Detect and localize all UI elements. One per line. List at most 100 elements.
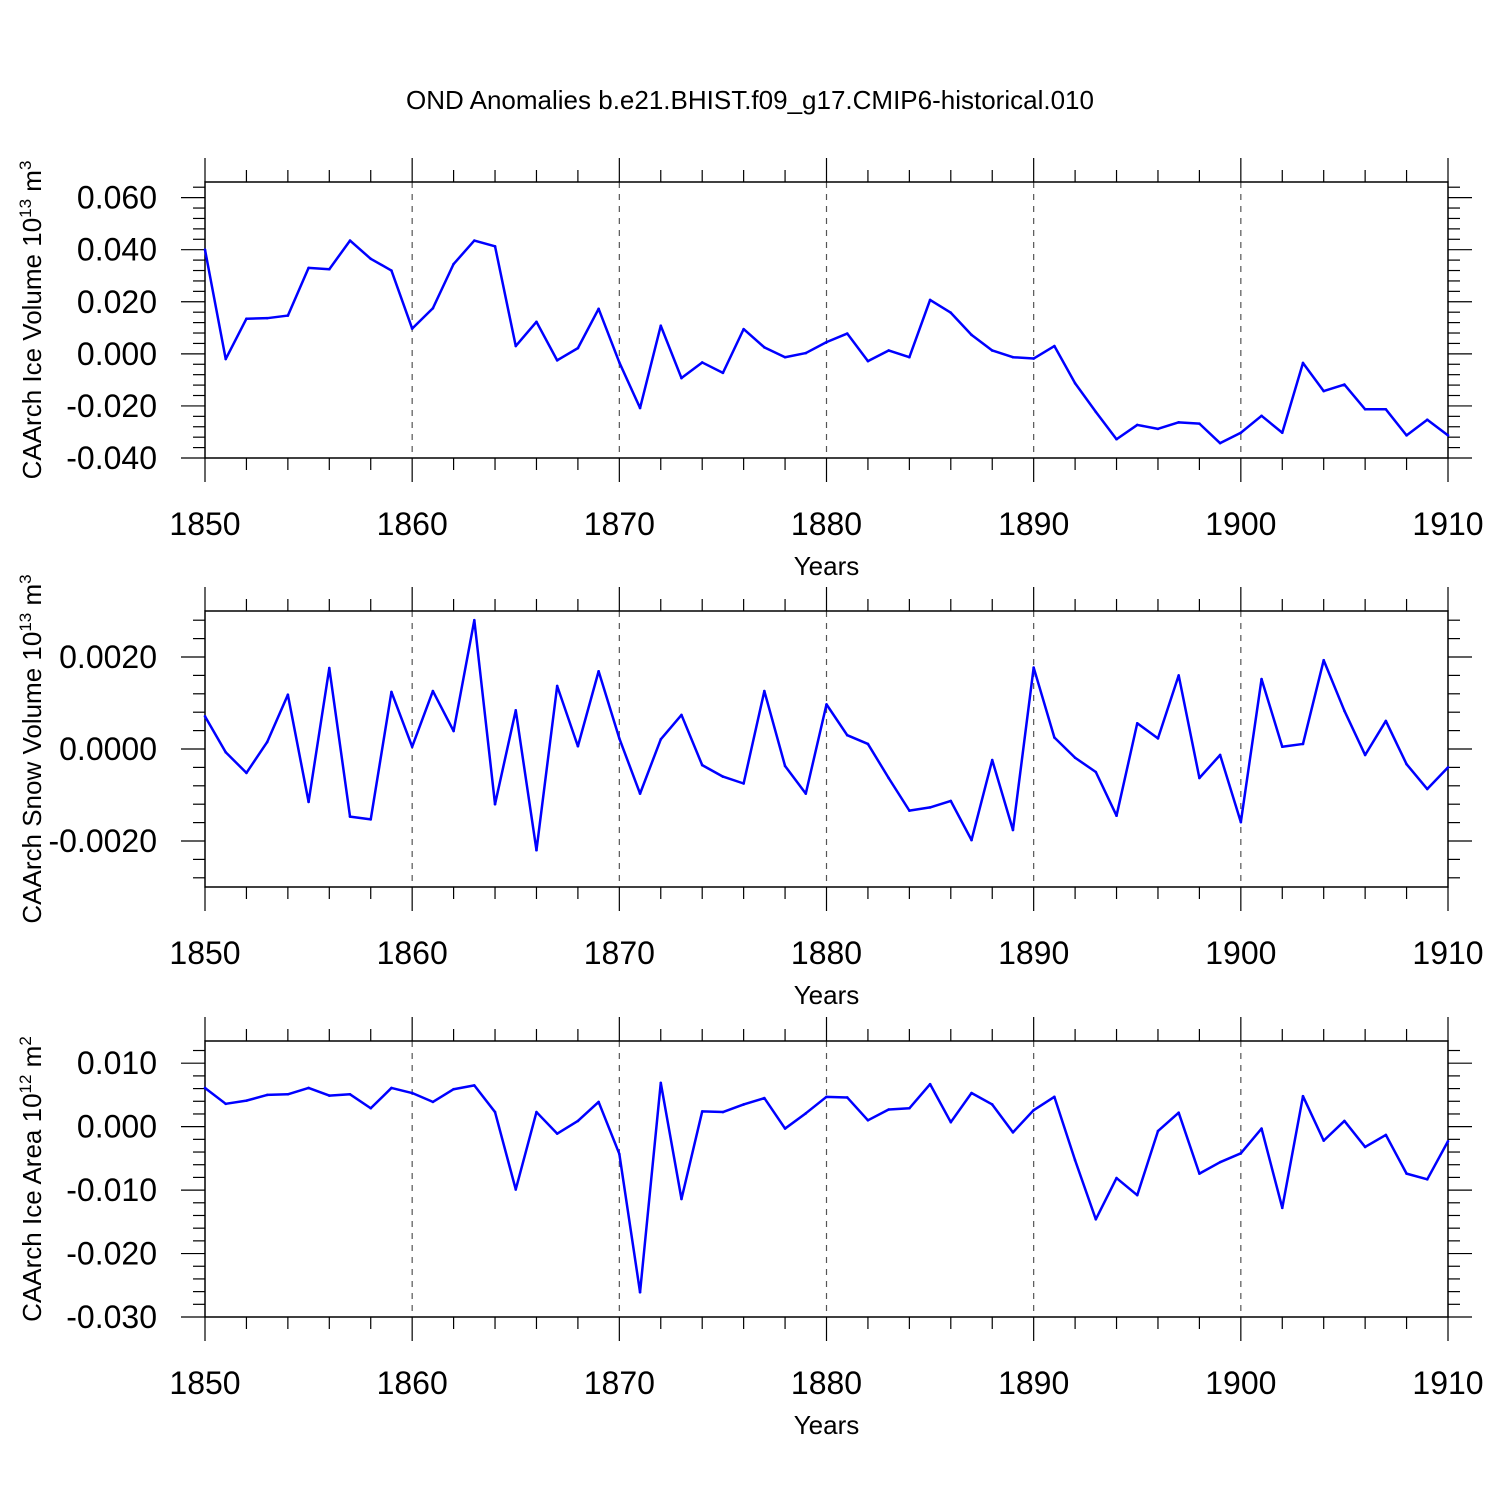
chart0-data-point-1905 <box>1343 383 1346 386</box>
chart0-y-tick-label: -0.040 <box>66 440 157 476</box>
chart2-data-point-1907 <box>1384 1133 1388 1137</box>
chart1-data-point-1885 <box>928 806 932 809</box>
chart1-x-tick-label: 1850 <box>169 935 240 971</box>
chart2-data-point-1851 <box>224 1102 228 1106</box>
chart1-x-tick-label: 1900 <box>1205 935 1276 971</box>
chart1-data-point-1856 <box>328 666 331 670</box>
chart0-data-point-1865 <box>514 344 518 348</box>
chart1-data-point-1906 <box>1363 753 1367 757</box>
chart1-x-tick-label: 1870 <box>584 935 655 971</box>
chart1-x-tick-label: 1910 <box>1412 935 1483 971</box>
ice-volume-panel: 1850 1860 1870 1880 1890 1900 1910 0.060 0.040 0.… <box>16 158 1484 581</box>
chart0-data-point-1903 <box>1301 361 1305 365</box>
chart2-data-point-1879 <box>804 1112 808 1115</box>
chart0-data-point-1874 <box>700 361 704 364</box>
chart1-data-point-1864 <box>493 802 497 806</box>
chart2-data-point-1861 <box>431 1100 435 1104</box>
chart0-y-tick-label: 0.040 <box>77 232 157 268</box>
chart2-x-tick-label: 1910 <box>1412 1365 1483 1401</box>
chart1-data-point-1899 <box>1218 753 1222 757</box>
chart0-data-point-1892 <box>1073 381 1077 385</box>
chart0-data-point-1908 <box>1405 434 1408 437</box>
chart2-x-tick-label: 1900 <box>1205 1365 1276 1401</box>
chart2-data-point-1910 <box>1446 1139 1450 1143</box>
chart0-data-point-1872 <box>659 324 663 328</box>
chart2-x-tick-label: 1890 <box>998 1365 1069 1401</box>
chart2-data-point-1909 <box>1425 1178 1429 1181</box>
chart1-data-point-1892 <box>1073 756 1077 760</box>
chart1-data-point-1855 <box>307 800 310 804</box>
chart1-data-point-1907 <box>1384 719 1388 723</box>
chart2-data-point-1860 <box>410 1091 414 1095</box>
chart2-data-point-1870 <box>618 1152 621 1156</box>
chart0-y-axis-title: CAArch Ice Volume 1013 m3 <box>16 161 47 480</box>
chart2-data-point-1894 <box>1115 1176 1118 1180</box>
chart2-x-tick-label: 1860 <box>377 1365 448 1401</box>
chart2-data-point-1906 <box>1363 1145 1367 1149</box>
chart2-data-point-1881 <box>845 1096 849 1099</box>
chart2-data-point-1862 <box>452 1087 455 1091</box>
chart2-data-point-1899 <box>1218 1160 1222 1164</box>
chart0-x-tick-label: 1890 <box>998 506 1069 542</box>
chart1-data-point-1863 <box>473 618 476 622</box>
chart0-data-point-1910 <box>1446 434 1450 437</box>
chart2-data-point-1875 <box>721 1110 725 1114</box>
chart2-data-point-1856 <box>328 1094 331 1097</box>
chart0-data-point-1899 <box>1218 441 1222 445</box>
chart0-data-point-1875 <box>721 371 725 375</box>
chart1-data-point-1884 <box>908 809 911 812</box>
chart1-data-point-1883 <box>887 776 890 780</box>
chart0-data-point-1851 <box>224 357 228 361</box>
chart1-data-point-1908 <box>1405 762 1408 766</box>
chart1-data-point-1854 <box>286 693 290 697</box>
chart0-data-point-1862 <box>452 262 455 266</box>
chart0-data-point-1882 <box>866 359 870 363</box>
chart2-data-point-1874 <box>700 1110 704 1113</box>
chart2-data-point-1888 <box>990 1103 994 1106</box>
chart0-data-point-1889 <box>1011 355 1015 359</box>
chart1-data-point-1868 <box>576 744 580 748</box>
chart2-data-point-1858 <box>369 1106 373 1110</box>
chart1-data-point-1902 <box>1280 745 1284 748</box>
chart1-data-point-1879 <box>804 792 808 795</box>
chart0-x-tick-label: 1870 <box>584 506 655 542</box>
snow-volume-panel: 1850 1860 1870 1880 1890 1900 1910 0.0020 0.0000… <box>16 574 1484 1010</box>
chart1-data-point-1881 <box>845 733 849 737</box>
chart2-data-point-1865 <box>514 1188 518 1191</box>
chart2-data-point-1871 <box>638 1290 642 1294</box>
chart2-data-point-1852 <box>245 1099 248 1102</box>
chart0-data-point-1886 <box>949 311 953 315</box>
chart2-data-point-1854 <box>286 1092 290 1096</box>
chart2-data-point-1902 <box>1280 1206 1284 1210</box>
chart1-data-point-1888 <box>990 758 994 762</box>
chart1-data-point-1894 <box>1115 814 1118 817</box>
chart1-data-point-1853 <box>265 740 269 744</box>
chart0-data-point-1890 <box>1032 357 1035 360</box>
chart1-data-point-1866 <box>535 848 538 852</box>
chart0-data-point-1901 <box>1260 414 1263 418</box>
chart1-data-point-1860 <box>410 745 414 748</box>
chart0-y-tick-label: 0.000 <box>77 336 157 372</box>
chart0-data-point-1879 <box>804 351 808 355</box>
chart1-y-tick-label: 0.0020 <box>59 639 157 675</box>
chart0-x-axis-title: Years <box>794 551 860 581</box>
chart1-data-point-1903 <box>1301 742 1305 746</box>
chart2-data-point-1876 <box>742 1103 745 1106</box>
chart0-data-point-1891 <box>1053 344 1056 348</box>
chart1-y-tick-label: 0.0000 <box>59 731 157 767</box>
chart0-data-point-1907 <box>1384 408 1388 411</box>
chart1-data-point-1859 <box>390 690 393 694</box>
chart1-data-point-1852 <box>245 771 248 775</box>
chart2-data-point-1868 <box>576 1119 580 1123</box>
chart1-data-point-1891 <box>1053 736 1056 739</box>
chart2-data-point-1873 <box>680 1197 683 1201</box>
chart0-data-point-1885 <box>928 298 932 302</box>
chart0-x-tick-label: 1900 <box>1205 506 1276 542</box>
chart1-data-point-1867 <box>555 684 559 688</box>
chart1-data-point-1874 <box>700 763 704 767</box>
chart1-data-point-1872 <box>659 738 663 741</box>
chart2-data-point-1857 <box>348 1092 352 1096</box>
chart0-data-point-1855 <box>307 266 310 270</box>
chart2-data-point-1869 <box>597 1100 600 1104</box>
